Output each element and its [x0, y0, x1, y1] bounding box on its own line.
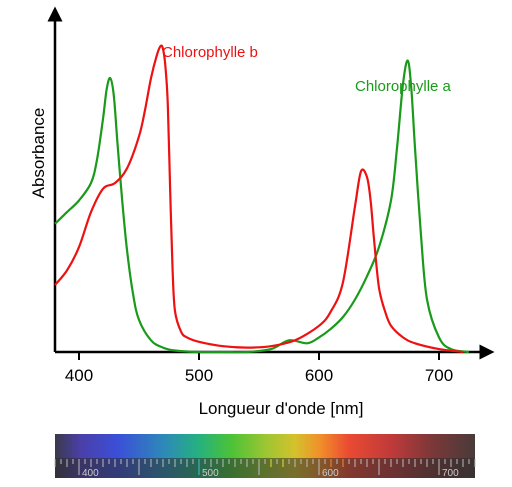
spectrum-tick-label-500: 500 [202, 468, 219, 479]
x-tick-label-500: 500 [185, 366, 213, 385]
x-axis-title: Longueur d'onde [nm] [199, 399, 364, 418]
spectrum-tick-label-600: 600 [322, 468, 339, 479]
series-layer: Chlorophylle a Chlorophylle b [54, 44, 470, 354]
series-line-chlorophylle-a [54, 59, 470, 354]
spectrum-ticks: 400 500 600 700 [54, 459, 476, 479]
y-axis-title: Absorbance [29, 108, 48, 199]
x-tick-label-600: 600 [305, 366, 333, 385]
series-label-chlorophylle-b: Chlorophylle b [162, 44, 258, 61]
x-tick-label-700: 700 [425, 366, 453, 385]
series-line-chlorophylle-b [54, 44, 464, 354]
spectrum-tick-label-400: 400 [82, 468, 99, 479]
x-ticks: 400 500 600 700 [65, 352, 453, 385]
spectrum-bar: 400 500 600 700 [54, 434, 476, 479]
spectrum-tick-label-700: 700 [442, 468, 459, 479]
series-label-chlorophylle-a: Chlorophylle a [355, 78, 452, 95]
spectrum-scale-strip [55, 458, 475, 478]
x-tick-label-400: 400 [65, 366, 93, 385]
